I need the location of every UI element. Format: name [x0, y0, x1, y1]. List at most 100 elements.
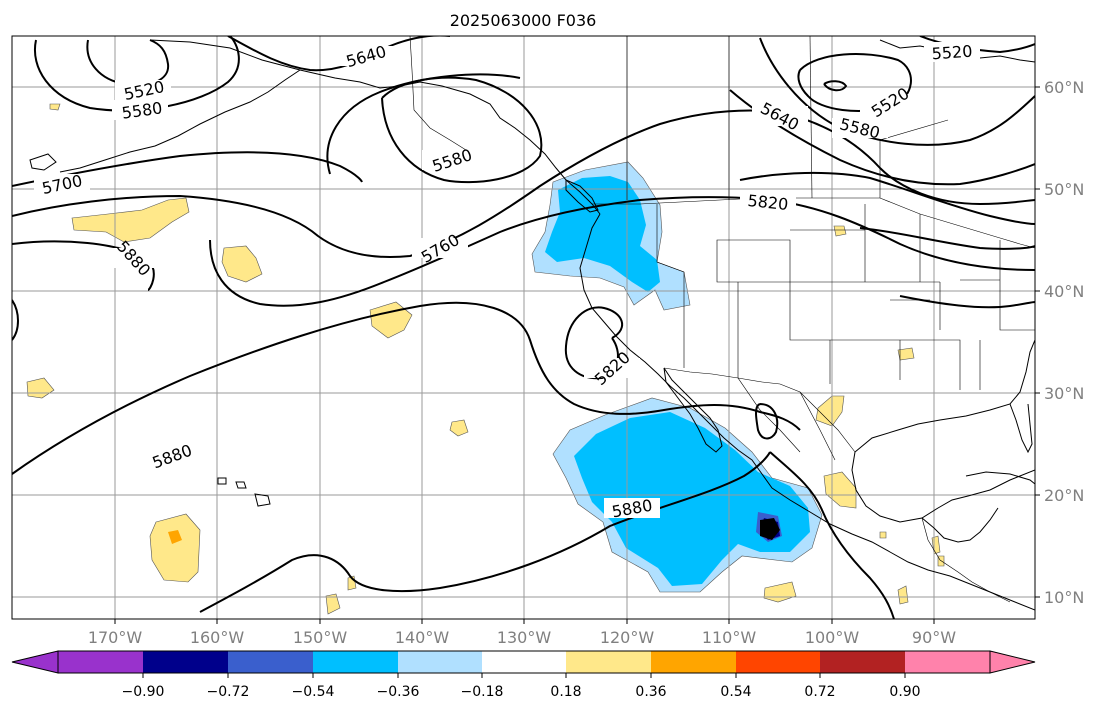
border-us-mexico: [663, 367, 856, 453]
contour-5760-ne: [859, 227, 1035, 250]
colorbar-seg-6: [482, 651, 566, 673]
colorbar-label-2: −0.72: [207, 684, 250, 700]
lon-axis: 170°W 160°W 150°W 140°W 130°W 120°W 110°…: [88, 619, 956, 647]
contour-5880-w-bump: [12, 299, 19, 341]
contour-5700-ne: [739, 171, 1035, 225]
lat-label-40: 40°N: [1044, 282, 1084, 301]
shade-ca-3: [879, 531, 887, 539]
colorbar-seg-10: [820, 651, 905, 673]
colorbar-label-4: −0.36: [377, 684, 420, 700]
lat-label-10: 10°N: [1044, 588, 1084, 607]
coast-yucatan: [921, 507, 999, 543]
colorbar-seg-7: [566, 651, 651, 673]
lon-label-110: 110°W: [702, 628, 757, 647]
colorbar-extend-left: [11, 650, 59, 674]
colorbar-seg-9: [736, 651, 820, 673]
shade-pac-4: [26, 377, 55, 399]
colorbar-extend-right: [989, 650, 1036, 674]
contour-label-5580-gulf: 5580: [430, 145, 475, 176]
coast-aleutians: [59, 69, 301, 173]
border-central-america: [921, 517, 1011, 603]
contour-5880-mex: [769, 451, 895, 619]
coast-gulf-mex: [851, 451, 1035, 523]
shade-baja-mid: [574, 412, 810, 586]
coast-alaska: [149, 39, 601, 215]
colorbar-seg-8: [651, 651, 736, 673]
colorbar-seg-5: [398, 651, 482, 673]
island-hawaii-3: [217, 477, 227, 485]
lon-label-150: 150°W: [293, 628, 348, 647]
shade-us-1: [897, 347, 915, 361]
contour-label-5820-ne: 5820: [747, 191, 789, 214]
border-alaska-canada: [409, 36, 467, 151]
shade-gulf-1: [823, 471, 857, 509]
shade-pac-3: [369, 301, 413, 339]
border-canada-prov-4: [879, 119, 949, 198]
lon-label-160: 160°W: [190, 628, 245, 647]
colorbar-label-9: 0.72: [804, 684, 835, 700]
lon-label-130: 130°W: [497, 628, 552, 647]
map-area: 5640 5520 5580 5640 5580 5520 5520 5580 …: [12, 36, 1035, 619]
lat-label-50: 50°N: [1044, 180, 1084, 199]
border-states-2: [890, 214, 1035, 390]
contour-small-loop-ne: [823, 80, 848, 92]
island-vancouver: [565, 179, 599, 213]
contour-label-5880-w: 5880: [150, 441, 195, 473]
contour-5520-ne: [919, 36, 1035, 54]
contour-5880-south: [199, 451, 771, 613]
contour-5820-main: [209, 196, 1035, 307]
colorbar-seg-4: [313, 651, 398, 673]
shade-pac-5: [449, 419, 469, 437]
contour-5640-n: [227, 36, 450, 72]
lon-label-100: 100°W: [805, 628, 860, 647]
contour-label-5760: 5760: [418, 230, 463, 267]
lat-label-30: 30°N: [1044, 384, 1084, 403]
island-cuba: [965, 471, 1035, 485]
coast-gulf: [854, 339, 1035, 453]
colorbar-seg-2: [143, 651, 228, 673]
contour-label-5520-ne-top: 5520: [931, 42, 973, 64]
contour-5700-w: [12, 151, 363, 187]
colorbar-label-6: 0.18: [550, 684, 581, 700]
colorbar-label-7: 0.36: [635, 684, 666, 700]
lon-label-120: 120°W: [600, 628, 655, 647]
contour-label-5520-ne: 5520: [868, 84, 913, 122]
colorbar-label-10: 0.90: [889, 684, 920, 700]
height-contours: [12, 36, 1035, 619]
shade-gulf-2: [815, 395, 845, 427]
colorbar-label-8: 0.54: [720, 684, 751, 700]
island-hawaii-1: [254, 493, 271, 507]
coast-florida: [1009, 403, 1033, 454]
contour-labels: 5640 5520 5580 5640 5580 5520 5520 5580 …: [34, 42, 980, 521]
coast-baja: [663, 367, 723, 453]
shade-ca-2: [897, 585, 909, 605]
island-hawaii-2: [235, 481, 247, 489]
lat-label-20: 20°N: [1044, 486, 1084, 505]
contour-5640-ak-loop: [326, 73, 521, 175]
contour-5880-main: [12, 301, 801, 475]
lat-label-60: 60°N: [1044, 78, 1084, 97]
contour-core-baja: [760, 518, 780, 540]
colorbar-seg-11: [905, 651, 990, 673]
shade-pac-8: [763, 581, 797, 603]
colorbar: −0.90 −0.72 −0.54 −0.36 −0.18 0.18 0.36 …: [11, 650, 1036, 700]
contour-5820-ne: [899, 295, 1035, 309]
colorbar-seg-1: [58, 651, 143, 673]
colorbar-label-5: −0.18: [461, 684, 504, 700]
island-kodiak: [29, 153, 57, 171]
lon-label-140: 140°W: [395, 628, 450, 647]
shade-pnw-mid: [545, 176, 660, 292]
contour-5880-loop: [755, 403, 779, 440]
colorbar-label-1: −0.90: [122, 684, 165, 700]
colorbar-frame: [57, 650, 991, 674]
shade-us-2: [833, 225, 847, 237]
coast-west-us: [579, 213, 1035, 611]
map-title: 2025063000 F036: [450, 11, 597, 30]
shade-ca-1: [931, 535, 941, 555]
border-mexico-states: [737, 377, 836, 461]
lon-label-90: 90°W: [912, 628, 956, 647]
shade-pac-2: [221, 245, 263, 283]
shade-pac-7: [325, 593, 341, 615]
shade-ak-1: [49, 103, 61, 111]
